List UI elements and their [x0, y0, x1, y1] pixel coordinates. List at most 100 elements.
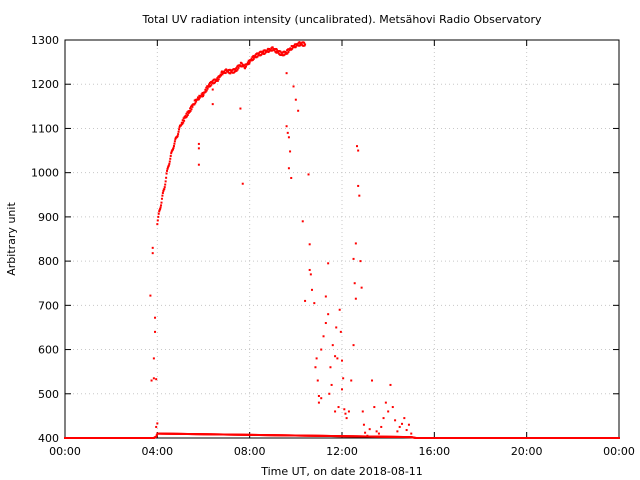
curve-point	[256, 55, 259, 58]
curve-point	[165, 172, 168, 175]
scatter-point	[331, 344, 334, 347]
scatter-point	[197, 142, 200, 145]
x-tick-label: 08:00	[234, 445, 266, 458]
scatter-point	[391, 406, 394, 409]
scatter-point	[356, 145, 359, 148]
scatter-point	[354, 242, 357, 245]
curve-point	[160, 201, 163, 204]
y-tick-label: 700	[38, 299, 59, 312]
scatter-point	[366, 434, 369, 437]
plot-frame	[64, 39, 620, 439]
curve-point	[195, 100, 198, 103]
scatter-point	[336, 357, 339, 360]
scatter-point	[316, 379, 319, 382]
scatter-point	[407, 423, 410, 426]
scatter-point	[403, 417, 406, 420]
curve-point	[159, 207, 162, 210]
scatter-point	[329, 366, 332, 369]
curve-point	[160, 204, 163, 207]
curve-point	[292, 44, 295, 47]
scatter-point	[289, 150, 292, 153]
curve-point	[267, 51, 270, 54]
curve-point	[224, 72, 227, 75]
scatter-point	[290, 176, 293, 179]
scatter-point	[360, 286, 363, 289]
baseline-point	[618, 437, 620, 439]
curve-point	[182, 117, 185, 120]
scatter-point	[352, 344, 355, 347]
x-tick-label: 00:00	[603, 445, 635, 458]
curve-point	[214, 81, 217, 84]
scatter-point	[314, 366, 317, 369]
curve-point	[184, 114, 187, 117]
scatter-point	[287, 136, 290, 139]
scatter-point	[308, 243, 311, 246]
curve-point	[166, 169, 169, 172]
y-axis-label: Arbitrary unit	[5, 202, 18, 276]
scatter-point	[285, 125, 288, 128]
scatter-point	[371, 379, 374, 382]
curve-point	[190, 105, 193, 108]
scatter-point	[286, 131, 289, 134]
curve-point	[173, 140, 176, 143]
scatter-point	[150, 379, 153, 382]
axis-ticks: 400 500 600 700 800 900 1000 1100 1200 1300 00:00 0…	[31, 34, 635, 458]
curve-point	[221, 73, 224, 76]
curve-point	[205, 86, 208, 89]
curve-point	[172, 148, 175, 151]
scatter-point	[285, 72, 288, 75]
scatter-point	[373, 406, 376, 409]
scatter-point	[353, 282, 356, 285]
curve-point	[164, 183, 167, 186]
x-axis-label: Time UT, on date 2018-08-11	[260, 465, 423, 478]
scatter-point	[394, 419, 397, 422]
data-points	[64, 41, 620, 439]
scatter-point	[338, 308, 341, 311]
curve-point	[181, 122, 184, 125]
curve-point	[160, 197, 163, 200]
curve-point	[211, 79, 214, 82]
scatter-point	[389, 383, 392, 386]
scatter-point	[301, 220, 304, 223]
curve-point	[293, 43, 296, 46]
curve-point	[194, 102, 197, 105]
scatter-point	[313, 302, 316, 305]
curve-point	[157, 215, 160, 218]
scatter-point	[361, 410, 364, 413]
curve-point	[166, 166, 169, 169]
curve-point	[162, 190, 165, 193]
curve-point	[252, 54, 255, 57]
curve-point	[186, 114, 189, 117]
scatter-point	[317, 401, 320, 404]
scatter-point	[239, 107, 242, 110]
scatter-point	[155, 425, 158, 428]
y-tick-label: 1000	[31, 167, 59, 180]
scatter-point	[387, 410, 390, 413]
scatter-point	[359, 260, 362, 263]
scatter-point	[156, 422, 159, 425]
scatter-point	[155, 378, 158, 381]
curve-point	[283, 53, 286, 56]
curve-point	[178, 128, 181, 131]
scatter-point	[339, 330, 342, 333]
baseline-point	[155, 434, 158, 437]
curve-point	[244, 67, 247, 70]
curve-point	[289, 47, 292, 50]
curve-point	[172, 146, 175, 149]
scatter-point	[341, 388, 343, 391]
curve-point	[200, 93, 203, 96]
curve-point	[188, 110, 191, 113]
curve-point	[223, 70, 226, 73]
scatter-point	[354, 297, 357, 300]
curve-point	[177, 130, 180, 133]
scatter-point	[364, 431, 367, 434]
scatter-point	[197, 163, 200, 166]
curve-point	[304, 43, 307, 46]
scatter-point	[398, 425, 401, 428]
curve-point	[246, 61, 249, 64]
scatter-point	[154, 316, 157, 319]
curve-point	[197, 98, 200, 101]
scatter-point	[320, 397, 323, 400]
curve-point	[177, 133, 180, 136]
scatter-point	[382, 417, 385, 420]
